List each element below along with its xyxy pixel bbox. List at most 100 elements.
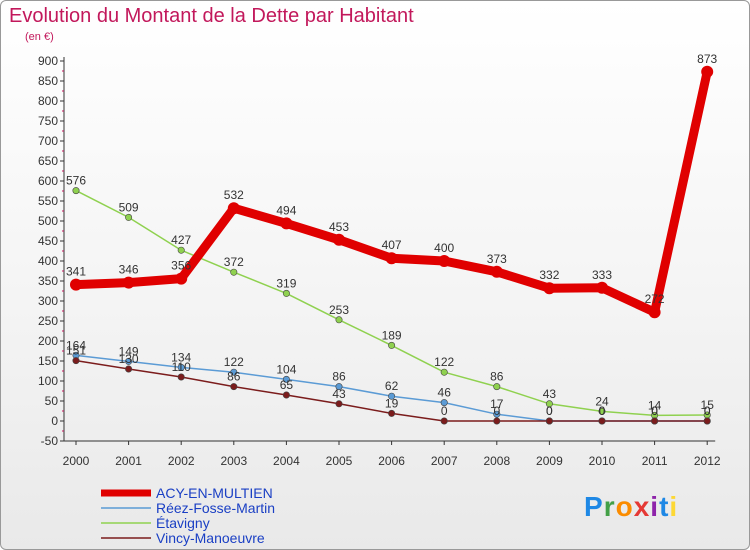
data-point (72, 187, 80, 195)
data-point (333, 233, 345, 246)
data-label: 0 (651, 404, 658, 418)
data-point (122, 276, 135, 289)
x-tick-label: 2002 (168, 454, 195, 468)
data-point (125, 365, 133, 373)
y-tick-label: 450 (38, 234, 58, 248)
data-point (177, 246, 185, 254)
data-label: 346 (119, 263, 139, 277)
data-label: 122 (434, 355, 454, 369)
data-point (440, 399, 448, 407)
data-point (388, 409, 396, 417)
data-point (596, 281, 608, 294)
data-point (335, 400, 343, 408)
data-label: 122 (224, 355, 244, 369)
data-point (282, 375, 290, 383)
data-label: 373 (487, 252, 507, 266)
data-label: 0 (546, 404, 553, 418)
y-tick-label: 200 (38, 334, 58, 348)
x-tick-label: 2008 (483, 454, 510, 468)
x-tick-label: 2005 (326, 454, 353, 468)
data-label: 151 (66, 344, 86, 358)
data-label: 43 (332, 387, 346, 401)
data-label: 0 (599, 404, 606, 418)
data-point (70, 278, 82, 291)
legend-label: ACY-EN-MULTIEN (156, 485, 273, 501)
x-tick-label: 2000 (63, 454, 90, 468)
y-tick-label: 550 (38, 194, 58, 208)
data-point (545, 417, 553, 425)
data-label: 0 (704, 404, 711, 418)
y-tick-label: 900 (38, 54, 58, 68)
data-label: 65 (280, 378, 294, 392)
x-tick-label: 2004 (273, 454, 300, 468)
y-tick-label: 50 (45, 394, 59, 408)
data-point (651, 417, 659, 425)
data-point (543, 282, 556, 295)
data-label: 494 (276, 203, 296, 217)
data-label: 86 (227, 370, 241, 384)
y-tick-label: -50 (41, 434, 59, 448)
data-label: 130 (119, 352, 139, 366)
series-line (71, 67, 712, 317)
y-tick-label: 150 (38, 354, 58, 368)
data-point (388, 341, 396, 349)
y-tick-label: 850 (38, 74, 58, 88)
y-tick-label: 350 (38, 274, 58, 288)
data-label: 86 (332, 370, 346, 384)
data-point (701, 65, 714, 78)
data-point (440, 368, 448, 376)
y-tick-label: 400 (38, 254, 58, 268)
data-label: 14 (648, 398, 662, 412)
data-label: 319 (276, 276, 296, 290)
data-label: 0 (493, 404, 500, 418)
y-tick-label: 100 (38, 374, 58, 388)
data-point (125, 357, 133, 365)
data-point (703, 417, 711, 425)
data-point (598, 407, 606, 415)
data-point (175, 272, 188, 285)
data-label: 0 (599, 404, 606, 418)
data-label: 104 (276, 362, 296, 376)
data-label: 24 (595, 394, 609, 408)
y-tick-label: 650 (38, 154, 58, 168)
data-point (177, 363, 185, 371)
data-label: 509 (119, 200, 139, 214)
data-point (177, 373, 185, 381)
data-point (72, 357, 80, 365)
data-point (335, 316, 343, 324)
y-tick-label: 300 (38, 294, 58, 308)
data-point (125, 213, 133, 221)
data-label: 164 (66, 338, 86, 352)
data-label: 17 (490, 397, 504, 411)
data-point (230, 368, 238, 376)
y-tick-label: 500 (38, 214, 58, 228)
data-point (280, 217, 293, 230)
data-label: 134 (171, 350, 191, 364)
data-label: 86 (490, 370, 504, 384)
data-label: 453 (329, 220, 349, 234)
data-label: 341 (66, 265, 86, 279)
data-label: 46 (438, 386, 452, 400)
data-point (388, 392, 396, 400)
y-tick-label: 600 (38, 174, 58, 188)
y-tick-label: 750 (38, 114, 58, 128)
data-label: 873 (697, 52, 717, 66)
data-point (545, 400, 553, 408)
data-point (493, 410, 501, 418)
x-tick-label: 2007 (431, 454, 458, 468)
data-label: 272 (645, 292, 665, 306)
data-label: 576 (66, 174, 86, 188)
data-point (282, 391, 290, 399)
data-label: 0 (704, 404, 711, 418)
data-point (438, 255, 451, 267)
data-point (493, 383, 501, 391)
data-label: 43 (543, 387, 557, 401)
data-point (648, 306, 661, 319)
data-point (230, 383, 238, 391)
data-point (385, 252, 398, 265)
data-label: 0 (651, 404, 658, 418)
data-label: 0 (441, 404, 448, 418)
data-point (227, 202, 240, 215)
x-tick-label: 2003 (220, 454, 247, 468)
